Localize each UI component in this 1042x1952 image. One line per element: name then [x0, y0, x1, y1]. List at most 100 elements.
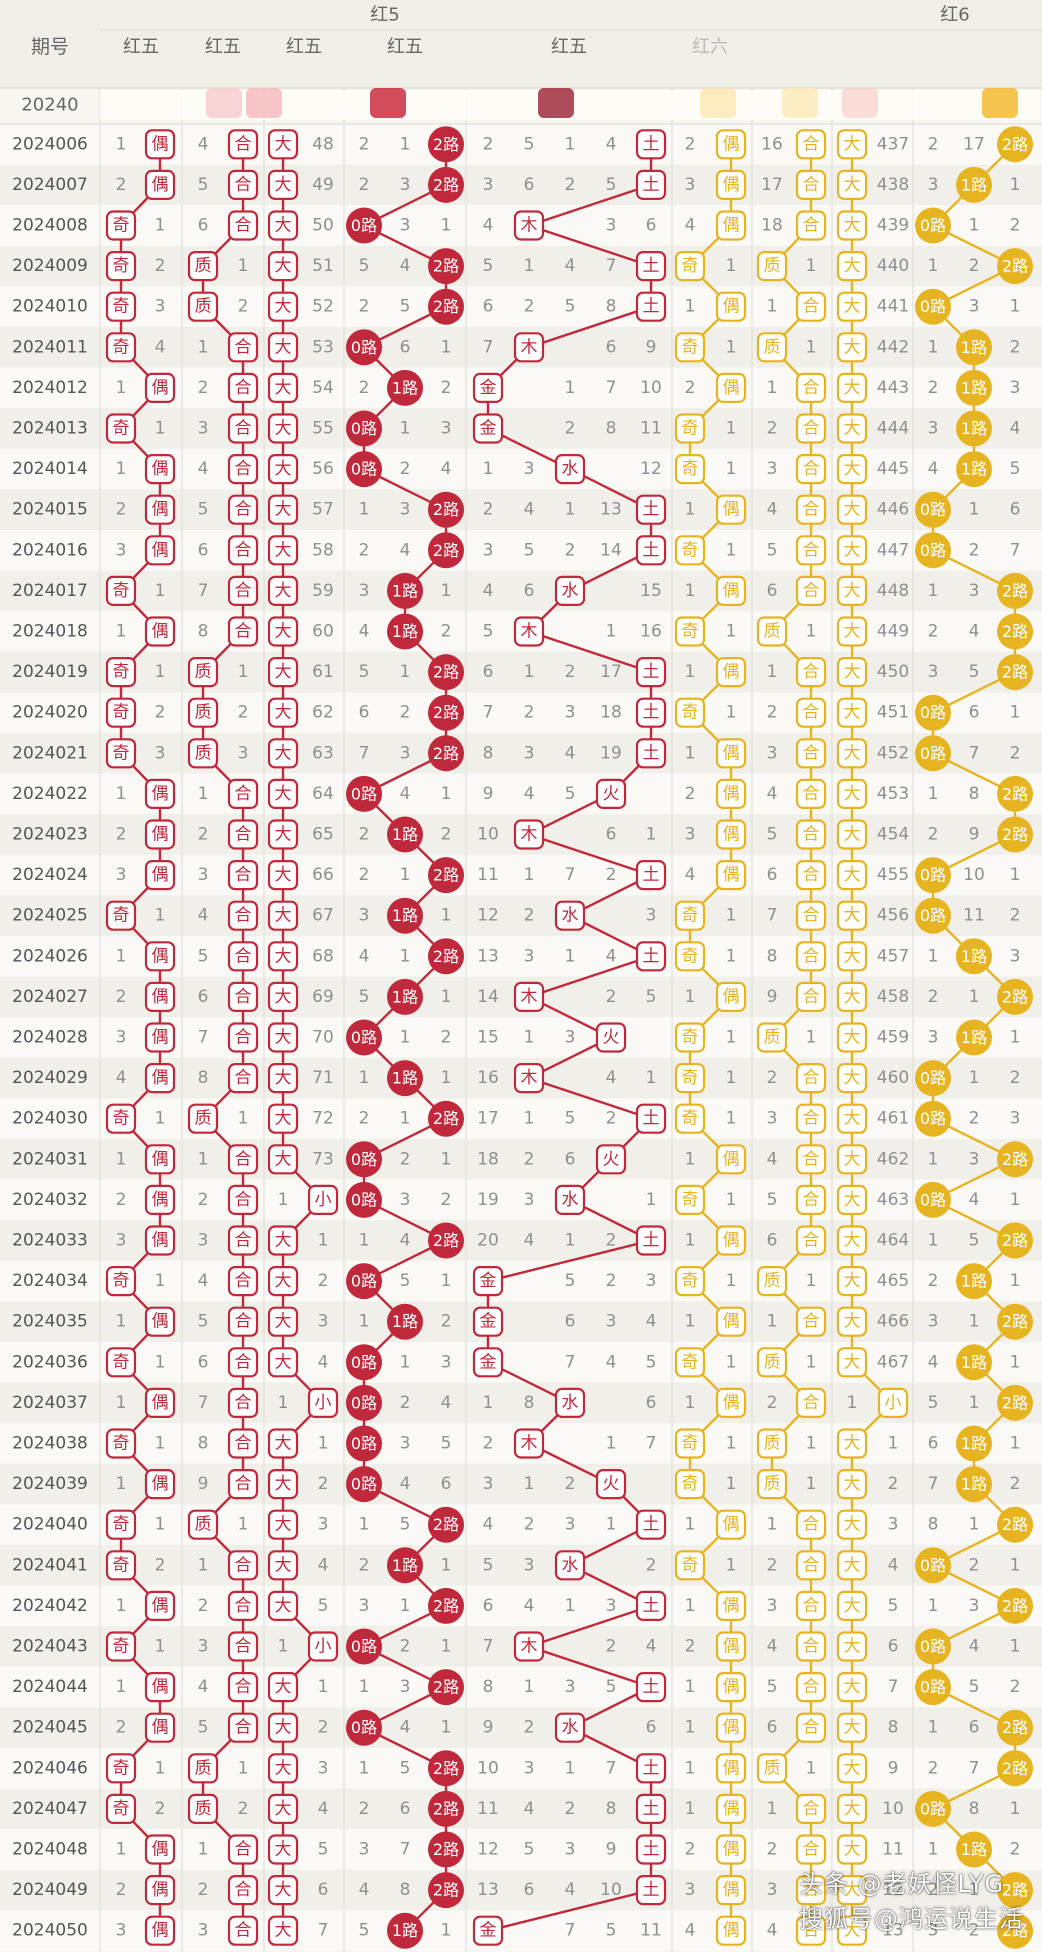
prime-mark-box: [227, 1062, 259, 1094]
big-small-mark-box: [267, 129, 299, 160]
prime-mark-box: [227, 1022, 259, 1053]
prime-mark-box: [227, 1712, 259, 1743]
miss-count: 2: [565, 419, 576, 439]
road-mark: 2路: [433, 866, 459, 885]
miss-count: 5: [359, 987, 370, 1007]
miss-count: 1: [155, 216, 166, 236]
prime-mark: 合: [235, 1840, 252, 1860]
miss-count: 3: [400, 1190, 411, 1210]
miss-count: 10: [963, 865, 985, 885]
miss-count: 6: [198, 540, 209, 560]
big-small-mark: 大: [275, 1799, 292, 1819]
r6-odd-even-mark-box: [715, 1590, 747, 1622]
big-small-mark-box: [267, 1834, 299, 1865]
r6-big-small-mark-box: [836, 1022, 868, 1053]
element-mark-box: [635, 494, 667, 525]
miss-count: 443: [877, 378, 909, 398]
element-mark: 金: [480, 1312, 497, 1332]
element-mark: 金: [480, 1271, 497, 1291]
big-small-mark: 大: [275, 175, 292, 195]
miss-count: 4: [1010, 419, 1021, 439]
miss-count: 3: [116, 1921, 127, 1941]
miss-count: 2: [198, 1880, 209, 1900]
header-bg: [0, 0, 1042, 88]
watermark-line-1: 头条 @老妖怪LYG: [799, 1870, 1005, 1898]
r6-big-small-mark: 大: [844, 865, 861, 885]
miss-count: 450: [877, 662, 909, 682]
element-mark: 木: [521, 622, 538, 642]
miss-count: 5: [969, 1677, 980, 1697]
r6-odd-even-mark: 奇: [682, 337, 699, 357]
big-small-mark-box: [267, 210, 299, 241]
r6-road-mark-circle: [997, 1384, 1033, 1421]
miss-count: 3: [646, 1271, 657, 1291]
period-cell: 2024043: [12, 1637, 88, 1657]
r6-road-mark: 2路: [1002, 1515, 1028, 1534]
miss-count: 2: [767, 1555, 778, 1575]
r6-prime-mark: 质: [764, 622, 781, 642]
miss-count: 3: [400, 1434, 411, 1454]
r6-odd-even-mark: 偶: [723, 1677, 740, 1697]
r6-odd-even-mark: 奇: [682, 459, 699, 479]
miss-count: 7: [646, 1434, 657, 1454]
element-mark: 土: [643, 1758, 660, 1778]
miss-count: 3: [565, 1028, 576, 1048]
miss-count: 57: [312, 500, 334, 520]
r6-odd-even-mark: 奇: [682, 1352, 699, 1372]
prime-mark-box: [227, 1144, 259, 1175]
miss-count: 3: [400, 743, 411, 763]
odd-even-mark-box: [105, 900, 137, 931]
r6-odd-even-mark-box: [715, 778, 747, 810]
r6-big-small-mark: 大: [844, 1921, 861, 1941]
miss-count: 6: [198, 1352, 209, 1372]
miss-count: 4: [969, 622, 980, 642]
road-mark-circle: [428, 126, 464, 163]
r6-big-small-mark-box: [836, 1834, 868, 1865]
r6-odd-even-mark-box: [674, 535, 706, 566]
r6-odd-even-mark: 偶: [723, 784, 740, 804]
prime-mark-box: [227, 372, 259, 403]
miss-count: 3: [155, 743, 166, 763]
r6-road-mark-circle: [956, 329, 992, 366]
period-cell: 2024033: [12, 1231, 88, 1251]
prime-mark: 合: [235, 1921, 252, 1941]
miss-count: 7: [767, 906, 778, 926]
odd-even-mark-box: [144, 535, 176, 566]
miss-count: 11: [477, 865, 499, 885]
miss-count: 61: [312, 662, 334, 682]
big-small-mark: 大: [275, 378, 292, 398]
miss-count: 1: [726, 622, 737, 642]
r6-big-small-mark: 大: [844, 1352, 861, 1372]
miss-count: 2: [238, 297, 249, 317]
miss-count: 10: [882, 1799, 904, 1819]
miss-count: 9: [198, 1474, 209, 1494]
r6-prime-mark-box: [795, 738, 827, 769]
prime-mark-box: [187, 251, 219, 282]
r6-odd-even-mark: 偶: [723, 1758, 740, 1778]
r6-odd-even-mark: 偶: [723, 743, 740, 763]
odd-even-mark-box: [144, 372, 176, 403]
big-small-mark: 大: [275, 1352, 292, 1372]
miss-count: 8: [969, 784, 980, 804]
prime-mark-box: [227, 778, 259, 810]
miss-count: 7: [969, 743, 980, 763]
r6-prime-mark-box: [795, 1062, 827, 1094]
miss-count: 1: [441, 1921, 452, 1941]
r6-odd-even-mark: 偶: [723, 1921, 740, 1941]
miss-count: 62: [312, 703, 334, 723]
element-mark: 金: [480, 378, 497, 398]
r6-odd-even-mark: 偶: [723, 581, 740, 601]
miss-count: 1: [155, 1758, 166, 1778]
r6-road-mark-circle: [997, 816, 1033, 853]
miss-count: 3: [359, 1596, 370, 1616]
odd-even-mark-box: [144, 1306, 176, 1337]
miss-count: 4: [565, 743, 576, 763]
miss-count: 1: [116, 1474, 127, 1494]
miss-count: 2: [685, 134, 696, 154]
odd-even-mark: 偶: [152, 540, 169, 560]
miss-count: 3: [646, 906, 657, 926]
odd-even-mark-box: [105, 656, 137, 688]
miss-count: 2: [359, 1799, 370, 1819]
miss-count: 460: [877, 1068, 909, 1088]
miss-count: 1: [1010, 1028, 1021, 1048]
